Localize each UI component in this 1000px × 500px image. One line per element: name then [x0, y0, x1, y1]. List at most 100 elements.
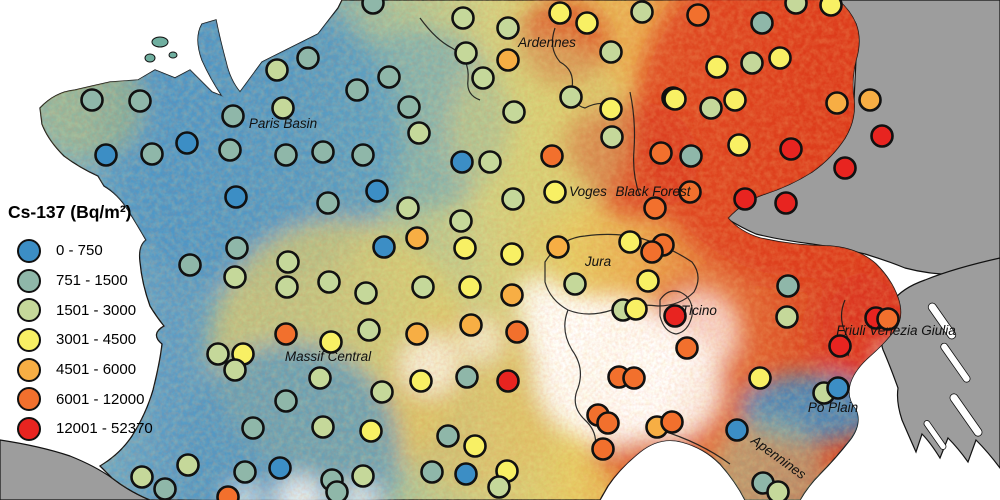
sample-point: [733, 187, 757, 211]
legend-item-label: 4501 - 6000: [56, 361, 137, 379]
sample-point: [500, 242, 524, 266]
sample-point: [663, 87, 687, 111]
legend-swatch: [17, 268, 41, 293]
sample-point: [705, 55, 729, 79]
sample-point: [354, 281, 378, 305]
legend-item: 4501 - 6000: [8, 355, 198, 385]
sample-point: [274, 322, 298, 346]
region-label: Ardennes: [517, 35, 576, 50]
sample-point: [94, 143, 118, 167]
sample-point: [372, 235, 396, 259]
sample-point: [500, 283, 524, 307]
sample-point: [450, 150, 474, 174]
sample-point: [727, 133, 751, 157]
sample-point: [723, 88, 747, 112]
sample-point: [316, 191, 340, 215]
sample-point: [825, 91, 849, 115]
region-label: Friuli Venezia Giulia: [836, 323, 956, 338]
region-label: Po Plain: [808, 400, 858, 415]
legend-swatch: [17, 238, 41, 263]
sample-point: [502, 100, 526, 124]
sample-point: [624, 297, 648, 321]
sample-point: [317, 270, 341, 294]
sample-point: [496, 48, 520, 72]
sample-point: [775, 305, 799, 329]
sample-point: [436, 424, 460, 448]
sample-point: [679, 144, 703, 168]
sample-point: [377, 65, 401, 89]
sample-point: [686, 3, 710, 27]
sample-point: [370, 380, 394, 404]
sample-point: [487, 475, 511, 499]
sample-point: [308, 366, 332, 390]
sample-point: [454, 462, 478, 486]
legend-title: Cs-137 (Bq/m²): [8, 202, 132, 222]
sample-point: [405, 322, 429, 346]
sample-point: [176, 453, 200, 477]
sample-point: [319, 330, 343, 354]
sample-point: [345, 78, 369, 102]
legend-item: 12001 - 52370: [8, 414, 198, 444]
sample-point: [397, 95, 421, 119]
sample-point: [409, 369, 433, 393]
sample-point: [178, 253, 202, 277]
sample-point: [233, 460, 257, 484]
sample-point: [311, 415, 335, 439]
sample-point: [216, 485, 240, 500]
legend-swatch: [17, 327, 41, 352]
sample-point: [276, 250, 300, 274]
sample-point: [563, 272, 587, 296]
sample-point: [750, 11, 774, 35]
sample-point: [271, 96, 295, 120]
legend-item: 6001 - 12000: [8, 384, 198, 414]
sample-point: [870, 124, 894, 148]
legend-item: 751 - 1500: [8, 266, 198, 296]
legend-item: 1501 - 3000: [8, 295, 198, 325]
sample-point: [265, 58, 289, 82]
sample-point: [224, 185, 248, 209]
sample-point: [678, 180, 702, 204]
sample-point: [361, 0, 385, 15]
legend-swatch: [17, 298, 41, 323]
sample-point: [478, 150, 502, 174]
legend-item-label: 3001 - 4500: [56, 331, 137, 349]
sample-point: [768, 46, 792, 70]
sample-point: [463, 434, 487, 458]
legend-item-label: 751 - 1500: [56, 272, 128, 290]
sample-point: [411, 275, 435, 299]
sample-point: [225, 236, 249, 260]
region-label: Jura: [584, 254, 612, 269]
legend-swatch: [17, 357, 41, 382]
sample-point: [640, 240, 664, 264]
sample-point: [630, 0, 654, 24]
sample-point: [591, 437, 615, 461]
sample-point: [471, 66, 495, 90]
legend-item-label: 1501 - 3000: [56, 301, 137, 319]
sample-point: [396, 196, 420, 220]
sample-point: [643, 196, 667, 220]
sample-point: [649, 141, 673, 165]
sample-point: [496, 369, 520, 393]
legend-item: 3001 - 4500: [8, 325, 198, 355]
sample-point: [600, 125, 624, 149]
sample-point: [774, 191, 798, 215]
sample-point: [218, 138, 242, 162]
legend-item: 0 - 750: [8, 236, 198, 266]
sample-point: [325, 480, 349, 500]
sample-point: [153, 477, 177, 500]
sample-point: [496, 16, 520, 40]
sample-point: [876, 307, 900, 331]
sample-point: [80, 88, 104, 112]
sample-point: [275, 275, 299, 299]
sample-point: [559, 85, 583, 109]
sample-point: [223, 358, 247, 382]
sample-point: [130, 465, 154, 489]
sample-point: [819, 0, 843, 17]
sample-point: [599, 40, 623, 64]
sample-point: [548, 1, 572, 25]
sample-point: [241, 416, 265, 440]
sample-point: [660, 410, 684, 434]
sample-point: [766, 480, 790, 500]
